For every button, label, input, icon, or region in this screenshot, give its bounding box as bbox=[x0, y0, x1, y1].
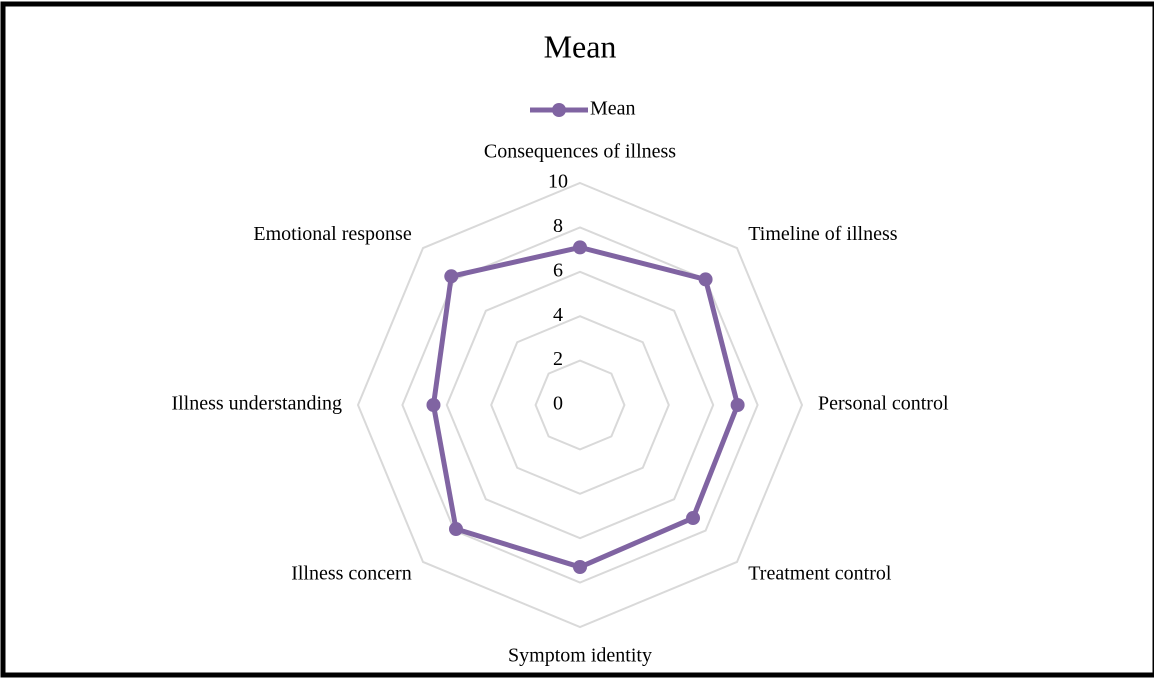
r-tick-label: 10 bbox=[548, 171, 568, 193]
data-point bbox=[686, 511, 701, 526]
r-tick-label: 8 bbox=[553, 215, 563, 237]
category-label: Emotional response bbox=[253, 223, 411, 245]
grid-ring bbox=[490, 315, 670, 495]
category-label: Treatment control bbox=[748, 562, 892, 584]
r-tick-label: 6 bbox=[553, 259, 563, 281]
data-point bbox=[573, 240, 587, 255]
category-label: Consequences of illness bbox=[484, 141, 676, 163]
category-label: Symptom identity bbox=[508, 645, 652, 667]
r-tick-label: 2 bbox=[553, 348, 563, 370]
category-label: Personal control bbox=[818, 393, 949, 415]
data-point bbox=[444, 269, 459, 284]
chart-title: Mean bbox=[544, 28, 617, 64]
r-tick-label: 4 bbox=[553, 304, 563, 326]
grid-ring bbox=[534, 359, 626, 451]
category-label: Illness understanding bbox=[171, 393, 342, 415]
r-tick-label: 0 bbox=[553, 393, 563, 415]
legend-marker bbox=[552, 103, 566, 117]
category-label: Timeline of illness bbox=[748, 223, 897, 245]
grid-ring bbox=[356, 181, 804, 629]
data-point bbox=[448, 522, 463, 537]
data-point bbox=[426, 398, 441, 412]
grid-ring bbox=[401, 226, 759, 584]
data-point bbox=[573, 560, 587, 575]
data-point bbox=[730, 398, 745, 412]
grid-ring bbox=[445, 270, 715, 540]
category-label: Illness concern bbox=[291, 562, 412, 584]
legend-label: Mean bbox=[590, 98, 636, 120]
data-point bbox=[698, 272, 713, 287]
